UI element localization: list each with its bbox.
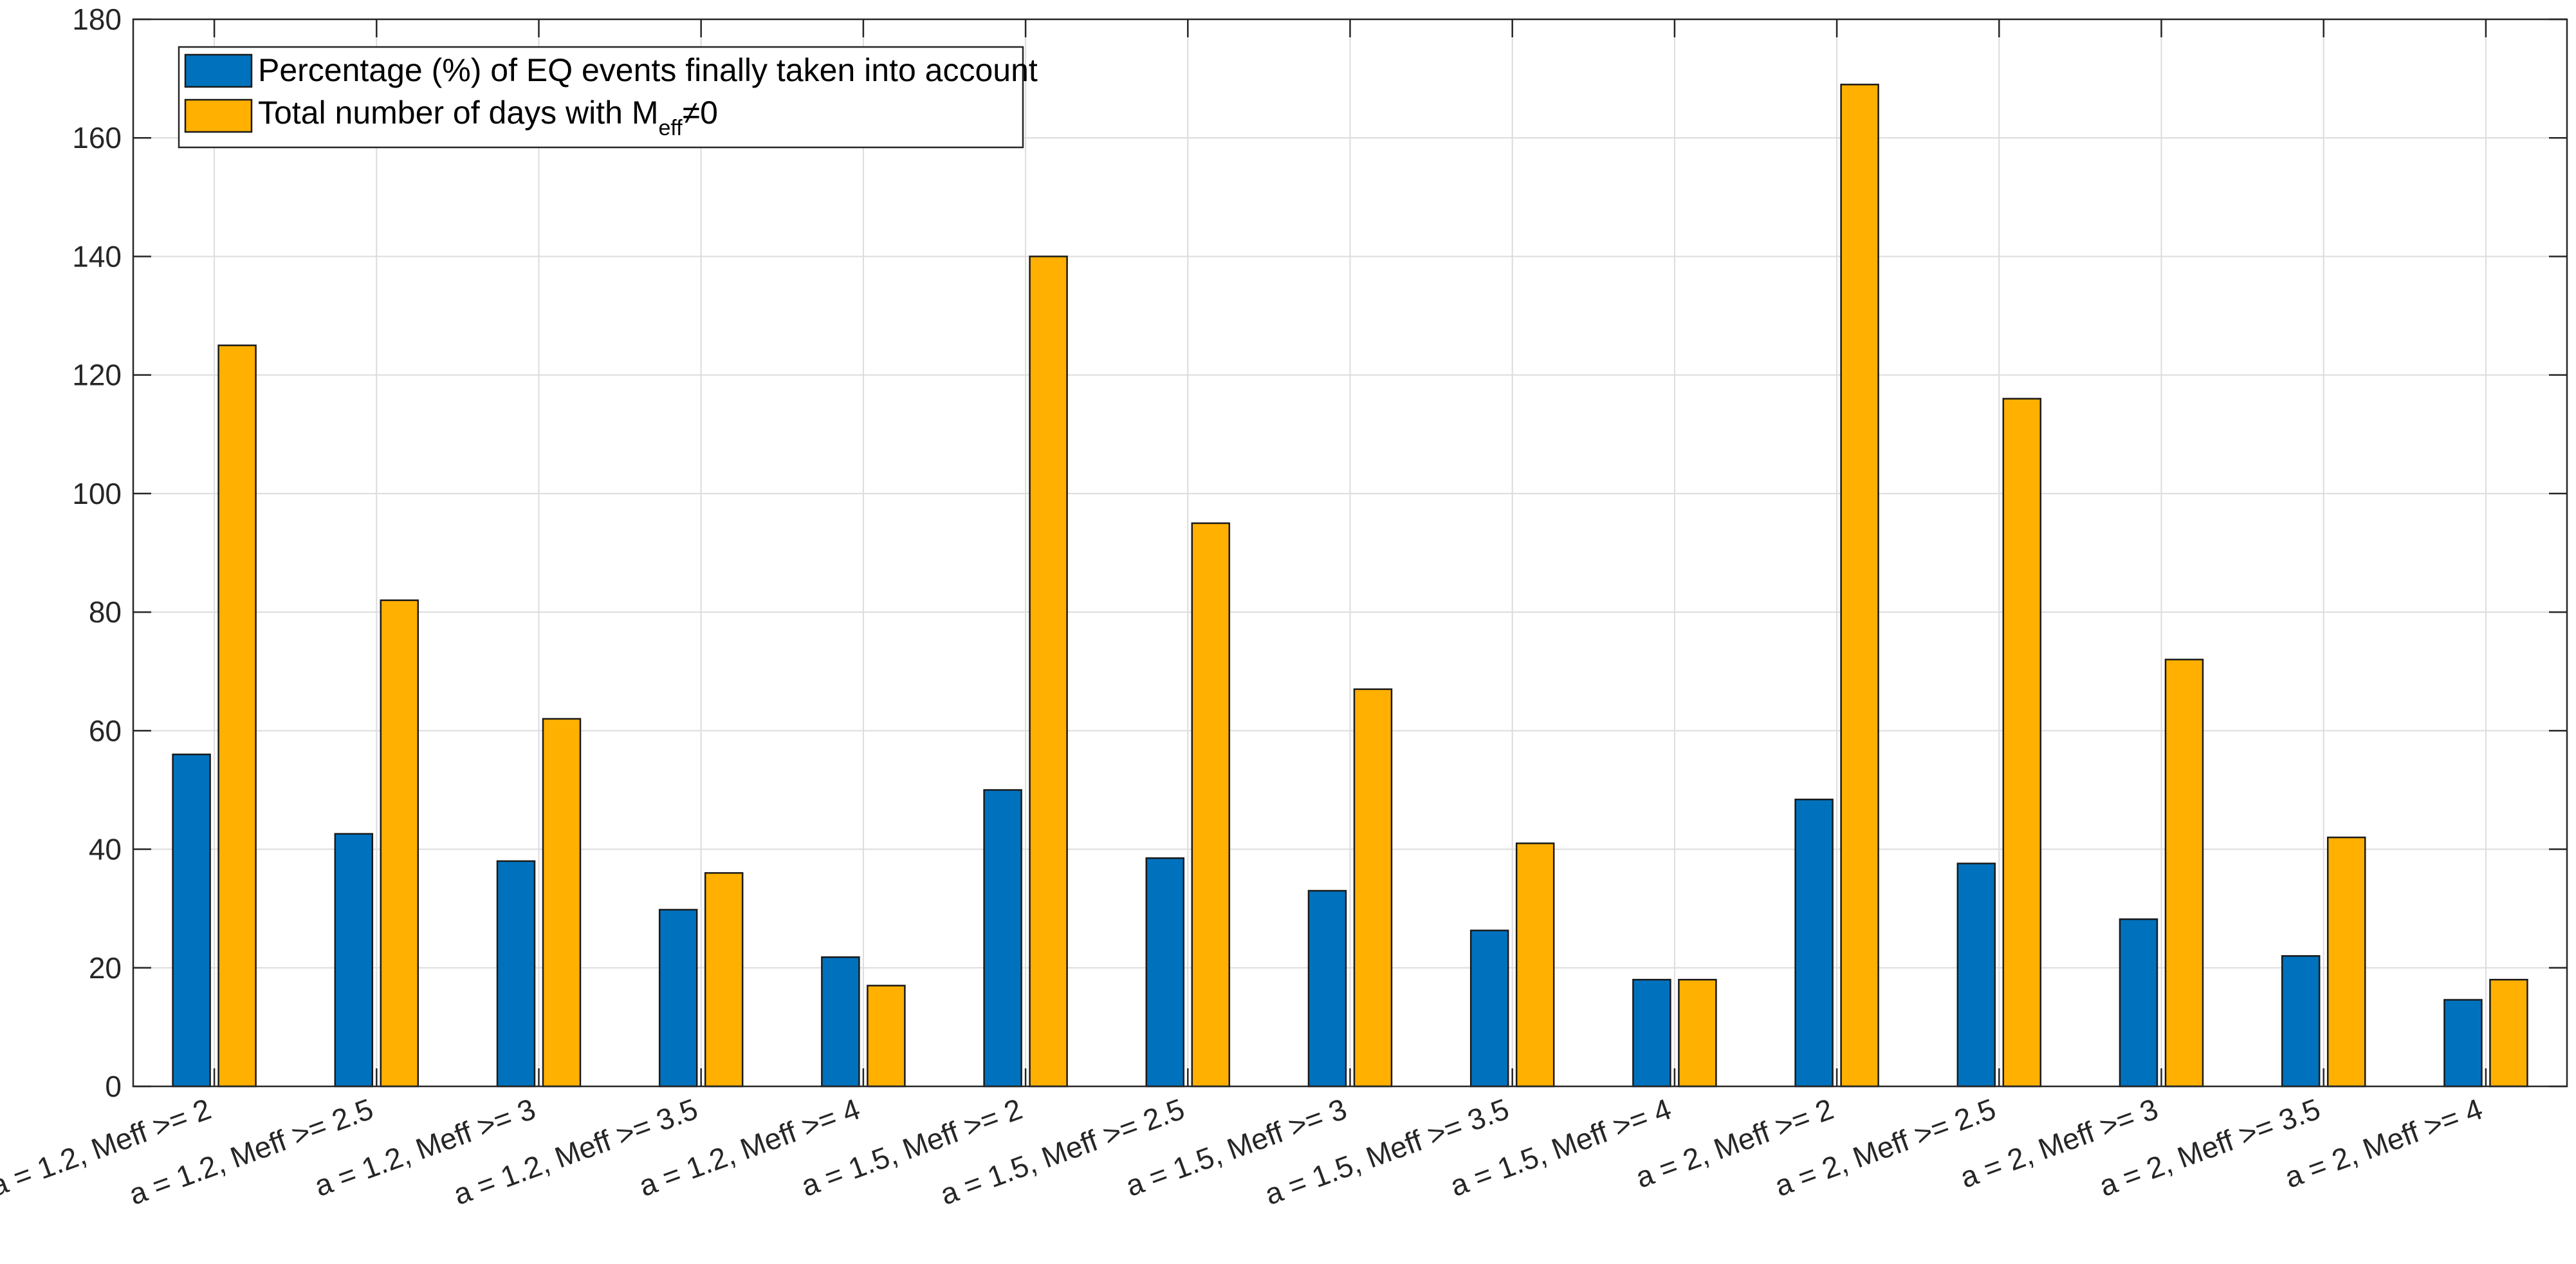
bar-days bbox=[2002, 398, 2042, 1088]
y-tick-label: 0 bbox=[105, 1070, 122, 1103]
bar-days bbox=[217, 344, 257, 1088]
y-tick-label: 180 bbox=[72, 3, 122, 36]
bar-days bbox=[380, 599, 419, 1088]
bar-days bbox=[867, 985, 906, 1088]
y-tick-label: 160 bbox=[72, 121, 122, 154]
bar-days bbox=[1191, 522, 1231, 1088]
legend-label-days: Total number of days with Meff≠0 bbox=[258, 95, 718, 140]
y-tick-label: 140 bbox=[72, 239, 122, 273]
bar-days bbox=[1029, 256, 1068, 1088]
bar-percentage bbox=[172, 753, 211, 1088]
legend-swatch-percentage bbox=[184, 53, 253, 88]
bar-days bbox=[1840, 84, 1879, 1088]
y-tick-label: 20 bbox=[89, 951, 122, 985]
legend-box bbox=[178, 46, 1024, 149]
bar-percentage bbox=[1956, 862, 1996, 1088]
bar-percentage bbox=[983, 789, 1022, 1088]
bar-percentage bbox=[496, 860, 536, 1088]
bar-percentage bbox=[2443, 999, 2483, 1088]
bar-percentage bbox=[821, 956, 860, 1088]
bar-percentage bbox=[1632, 978, 1671, 1088]
y-tick-label: 60 bbox=[89, 714, 122, 747]
bar-days bbox=[1515, 842, 1555, 1088]
bar-percentage bbox=[334, 833, 374, 1088]
y-tick-label: 80 bbox=[89, 595, 122, 629]
y-tick-label: 40 bbox=[89, 833, 122, 866]
y-tick-label: 120 bbox=[72, 358, 122, 392]
y-axis-tick-labels: 0 20 40 60 80 100 120 140 160 180 bbox=[72, 3, 122, 1103]
bars bbox=[172, 84, 2528, 1088]
bar-days bbox=[2164, 658, 2204, 1088]
legend-label-days-main: Total number of days with M bbox=[258, 95, 659, 131]
bar-percentage bbox=[2281, 955, 2321, 1088]
bar-days bbox=[1353, 688, 1393, 1088]
axis-ticks bbox=[133, 18, 2567, 1088]
bar-days bbox=[704, 872, 744, 1088]
legend-label-days-tail: ≠0 bbox=[683, 95, 718, 131]
bar-days bbox=[1678, 978, 1717, 1088]
bar-days bbox=[542, 718, 582, 1088]
bar-days bbox=[2489, 978, 2528, 1088]
bar-percentage bbox=[658, 909, 698, 1088]
y-tick-label: 100 bbox=[72, 477, 122, 510]
legend-label-days-subscript: eff bbox=[659, 116, 683, 140]
bar-percentage bbox=[2119, 918, 2158, 1088]
legend-label-percentage: Percentage (%) of EQ events finally take… bbox=[258, 52, 1038, 88]
bar-percentage bbox=[1307, 889, 1347, 1088]
legend-swatch-days bbox=[184, 98, 253, 133]
bar-days bbox=[2326, 836, 2366, 1088]
bar-percentage bbox=[1794, 798, 1834, 1088]
bar-percentage bbox=[1145, 857, 1185, 1088]
legend: Percentage (%) of EQ events finally take… bbox=[178, 46, 1038, 149]
bar-percentage bbox=[1469, 929, 1509, 1088]
